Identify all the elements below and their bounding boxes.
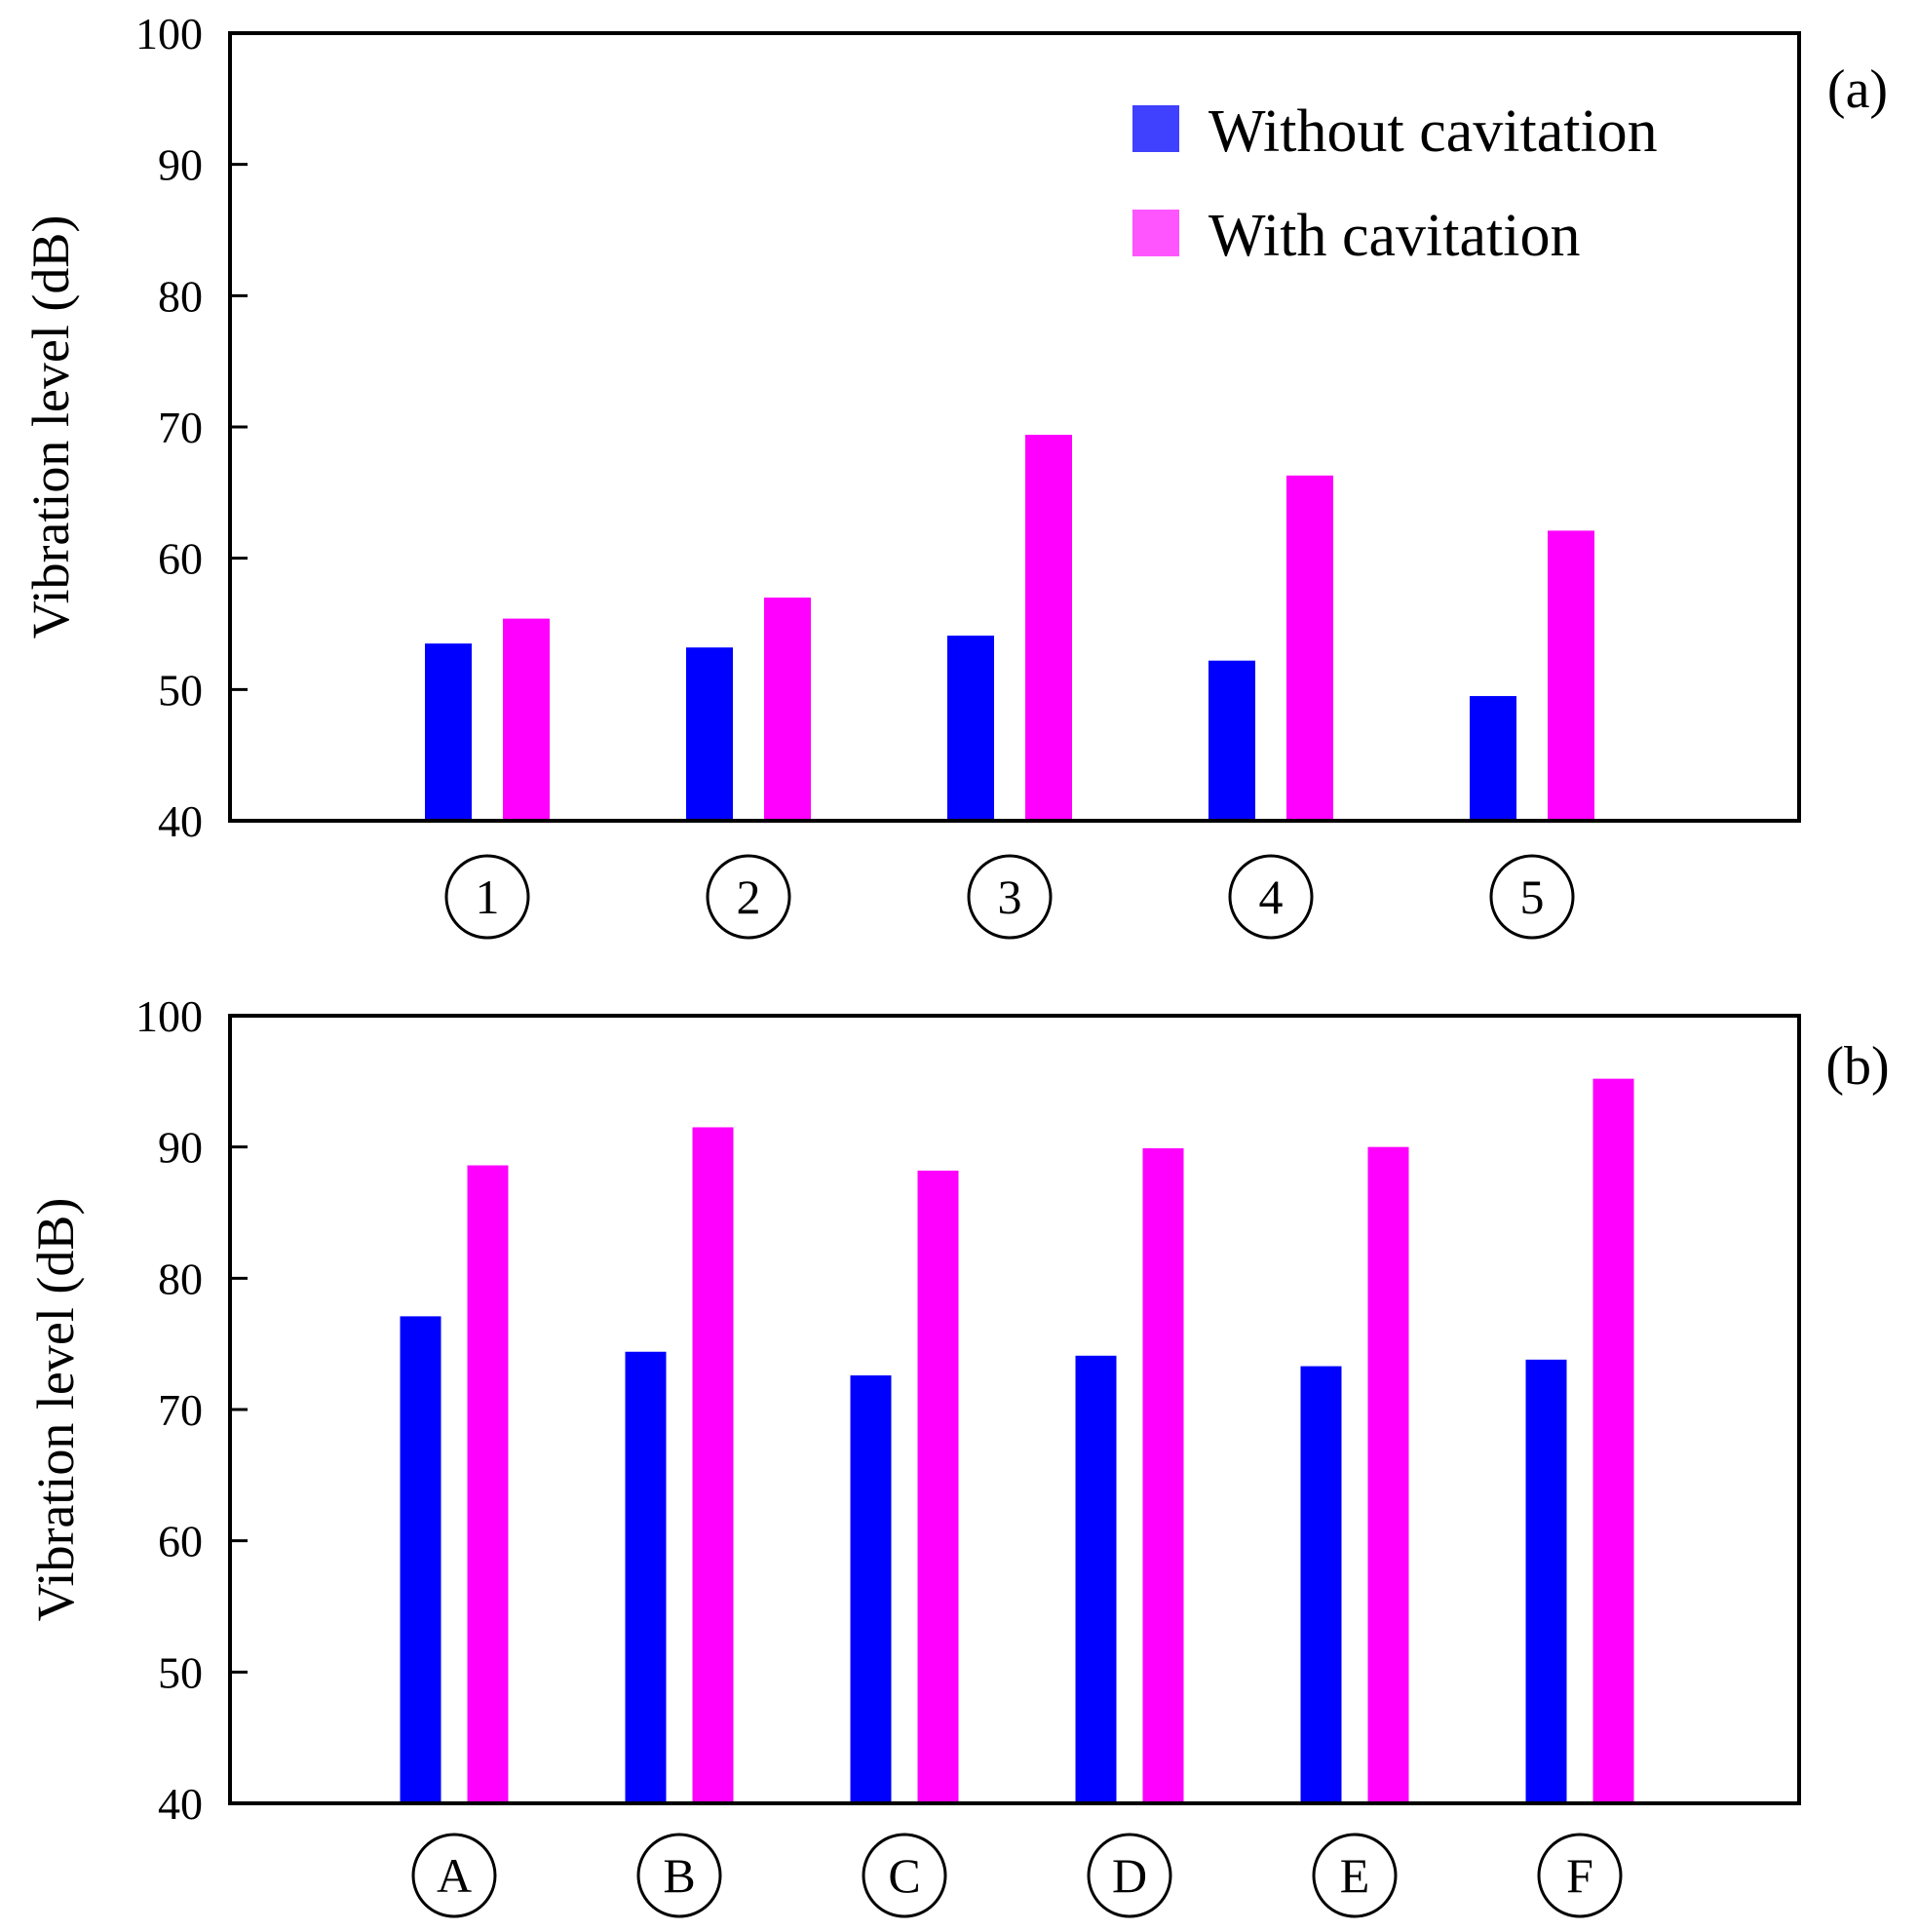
category-circle-f: [1537, 1833, 1623, 1918]
category-label-c: C: [888, 1848, 920, 1903]
category-circle-b: [636, 1833, 722, 1918]
category-label-5: 5: [1520, 869, 1545, 924]
category-circle-5: [1489, 854, 1575, 940]
legend-swatch-with-cavitation: [1132, 210, 1179, 256]
category-label-2: 2: [737, 869, 761, 924]
category-circle-c: [862, 1833, 947, 1918]
bar-with-cavitation-4: [1286, 475, 1333, 821]
bar-with-cavitation-2: [764, 598, 811, 821]
y-tick-label-70: 70: [158, 403, 203, 452]
bar-without-cavitation-5: [1470, 696, 1516, 821]
panel-a: 1 2 3 4 5 40 50 60 70 80 90 100 Vibration level (dB)…: [21, 9, 1888, 940]
panel-label: (b): [1825, 1036, 1889, 1097]
bar-with-cavitation-c: [917, 1170, 959, 1803]
y-axis-title: Vibration level (dB): [21, 215, 80, 639]
bar-with-cavitation-3: [1025, 435, 1072, 821]
category-label-4: 4: [1259, 869, 1284, 924]
bar-with-cavitation-d: [1142, 1148, 1184, 1803]
bar-without-cavitation-3: [947, 636, 994, 821]
y-tick-label-60: 60: [158, 534, 203, 584]
category-label-b: B: [663, 1848, 695, 1903]
category-circle-e: [1312, 1833, 1398, 1918]
bar-without-cavitation-2: [686, 647, 733, 821]
bar-without-cavitation-d: [1075, 1355, 1117, 1803]
y-tick-label-40: 40: [158, 1779, 203, 1829]
bar-without-cavitation-f: [1525, 1359, 1567, 1803]
category-label-1: 1: [476, 869, 500, 924]
bar-without-cavitation-4: [1208, 660, 1255, 821]
legend-label-with-cavitation: With cavitation: [1208, 203, 1580, 269]
category-circle-d: [1087, 1833, 1172, 1918]
category-label-f: F: [1566, 1848, 1593, 1903]
bar-without-cavitation-a: [400, 1316, 441, 1803]
bar-with-cavitation-5: [1548, 530, 1594, 821]
legend-swatch-without-cavitation: [1132, 105, 1179, 152]
category-circle-1: [444, 854, 530, 940]
category-label-e: E: [1340, 1848, 1370, 1903]
y-tick-label-90: 90: [158, 1123, 203, 1173]
category-label-d: D: [1112, 1848, 1147, 1903]
y-tick-label-100: 100: [135, 9, 203, 58]
y-tick-label-100: 100: [135, 991, 203, 1041]
legend-label-without-cavitation: Without cavitation: [1208, 98, 1658, 165]
bar-without-cavitation-b: [625, 1351, 667, 1803]
category-circle-3: [967, 854, 1053, 940]
bar-with-cavitation-b: [692, 1127, 734, 1803]
legend: Without cavitation With cavitation: [1132, 98, 1658, 269]
bar-with-cavitation-f: [1592, 1078, 1634, 1803]
y-tick-label-90: 90: [158, 140, 203, 190]
y-tick-label-40: 40: [158, 796, 203, 846]
y-axis-title: Vibration level (dB): [26, 1198, 85, 1622]
bar-without-cavitation-e: [1300, 1366, 1342, 1803]
y-tick-label-80: 80: [158, 1254, 203, 1303]
category-circle-2: [706, 854, 791, 940]
panel-b: A B C D E F 40 50 60 70 80 90 100 Vibration level (dB…: [26, 991, 1890, 1918]
bar-without-cavitation-1: [425, 643, 472, 821]
category-circle-4: [1228, 854, 1314, 940]
y-tick-label-50: 50: [158, 1647, 203, 1697]
category-label-3: 3: [998, 869, 1022, 924]
y-tick-label-60: 60: [158, 1517, 203, 1566]
bar-without-cavitation-c: [850, 1374, 892, 1803]
bar-with-cavitation-e: [1367, 1146, 1409, 1803]
y-tick-label-50: 50: [158, 665, 203, 715]
bar-with-cavitation-a: [467, 1165, 509, 1803]
panel-label: (a): [1827, 59, 1888, 120]
category-label-a: A: [437, 1848, 472, 1903]
y-tick-label-80: 80: [158, 271, 203, 321]
bar-with-cavitation-1: [503, 618, 550, 821]
category-circle-a: [411, 1833, 497, 1918]
y-tick-label-70: 70: [158, 1385, 203, 1435]
